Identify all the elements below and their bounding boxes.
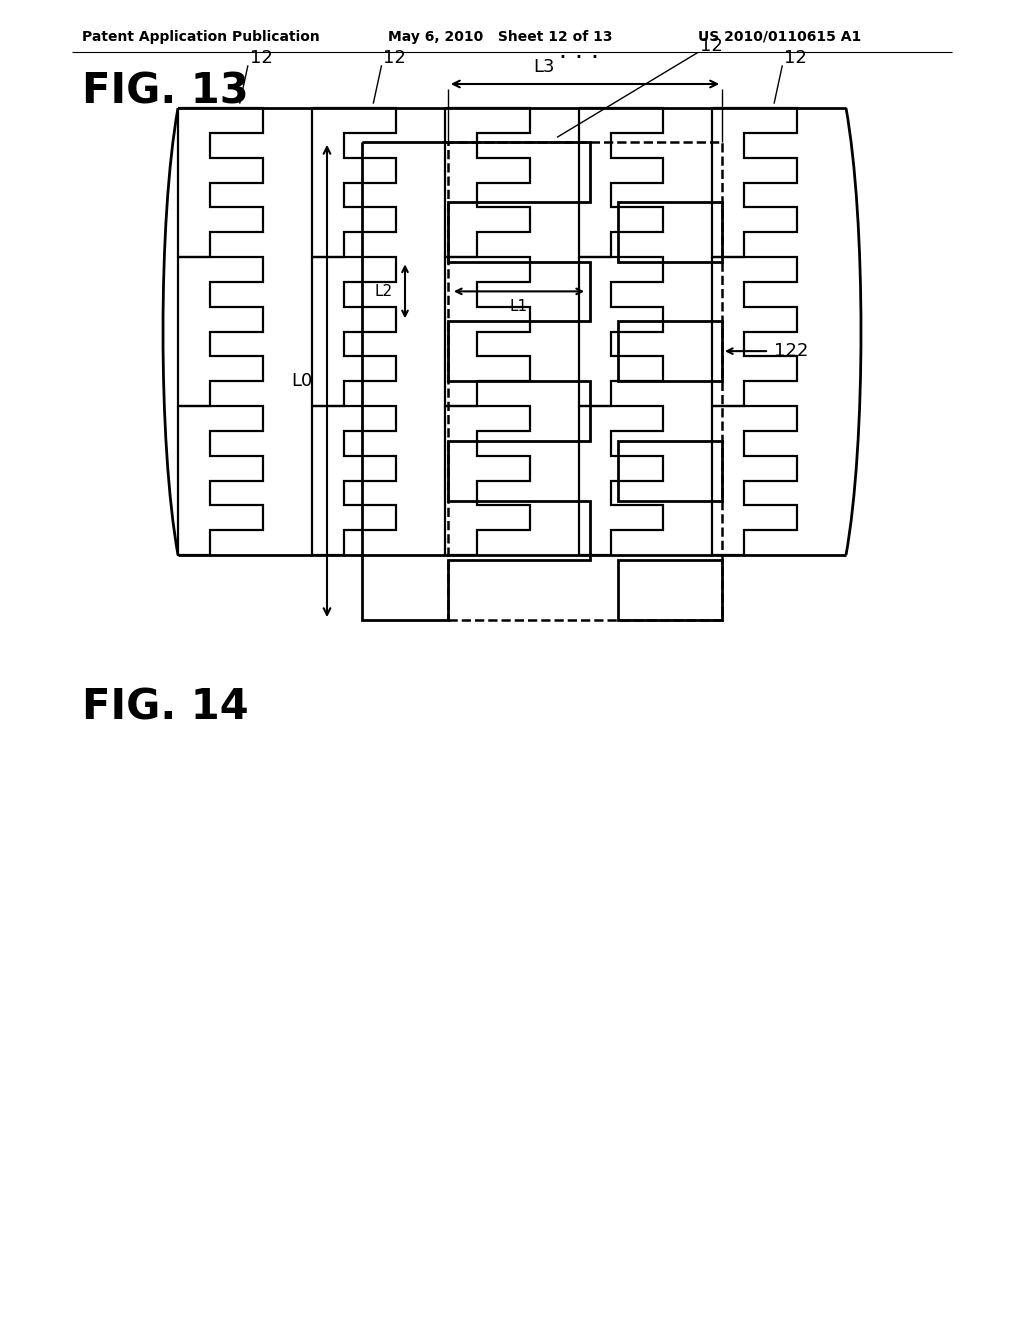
Text: · · ·: · · · bbox=[559, 46, 599, 70]
Text: L2: L2 bbox=[375, 284, 393, 298]
Text: 12: 12 bbox=[784, 49, 807, 67]
Text: 122: 122 bbox=[774, 342, 808, 360]
Text: L3: L3 bbox=[534, 58, 555, 77]
Text: 12: 12 bbox=[383, 49, 407, 67]
Text: FIG. 14: FIG. 14 bbox=[82, 686, 249, 729]
Text: Patent Application Publication: Patent Application Publication bbox=[82, 30, 319, 44]
Bar bbox=[618, 441, 722, 500]
Text: L0: L0 bbox=[292, 372, 312, 389]
Text: 12: 12 bbox=[250, 49, 272, 67]
Bar bbox=[618, 321, 722, 381]
Text: FIG. 13: FIG. 13 bbox=[82, 71, 249, 114]
Text: 12: 12 bbox=[700, 37, 723, 55]
Bar bbox=[618, 560, 722, 620]
Bar bbox=[449, 143, 722, 620]
Text: L1: L1 bbox=[510, 300, 528, 314]
Text: US 2010/0110615 A1: US 2010/0110615 A1 bbox=[698, 30, 861, 44]
Text: May 6, 2010   Sheet 12 of 13: May 6, 2010 Sheet 12 of 13 bbox=[388, 30, 612, 44]
Bar bbox=[618, 202, 722, 261]
